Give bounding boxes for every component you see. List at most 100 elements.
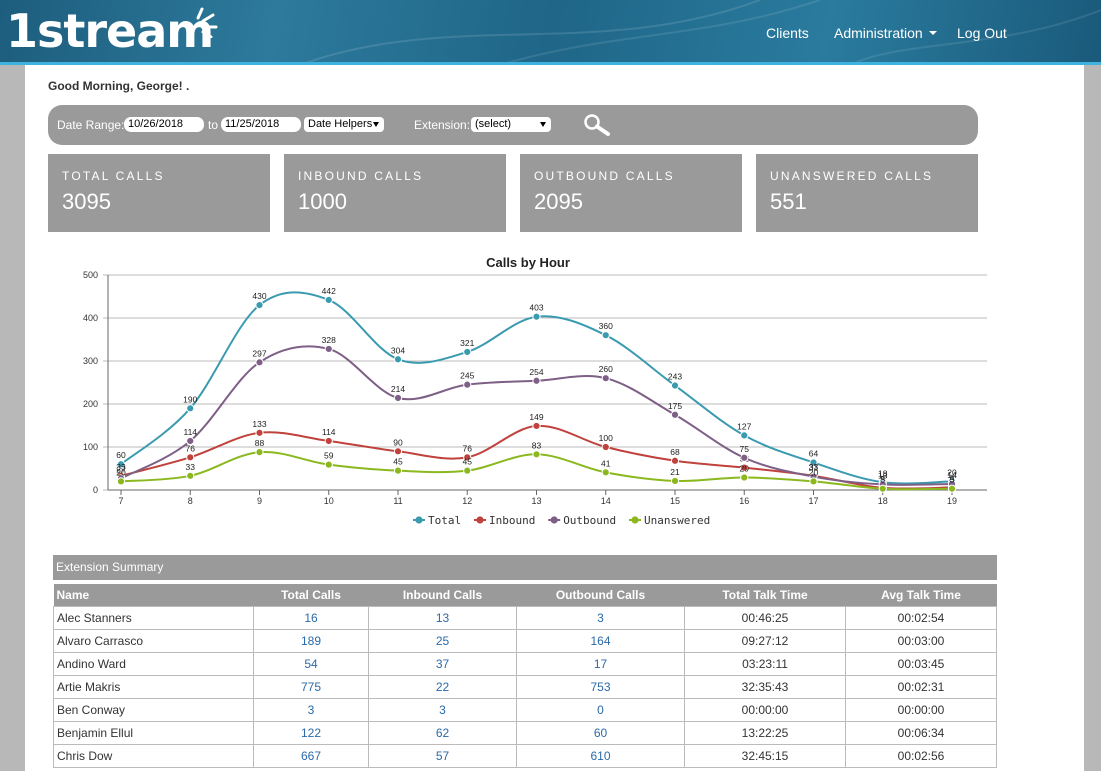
- data-point: [463, 380, 472, 389]
- total-talk-time-cell: 13:22:25: [684, 720, 846, 745]
- data-label: 59: [324, 451, 334, 461]
- total-calls-link[interactable]: 189: [253, 628, 369, 653]
- column-header[interactable]: Inbound Calls: [368, 584, 517, 606]
- data-point: [324, 460, 333, 469]
- legend-label: Inbound: [489, 514, 535, 527]
- outbound-calls-link[interactable]: 17: [516, 651, 685, 676]
- column-header[interactable]: Avg Talk Time: [845, 584, 997, 606]
- data-label: 20: [809, 467, 819, 477]
- to-label: to: [208, 118, 219, 132]
- data-point: [393, 355, 403, 364]
- column-header[interactable]: Name: [53, 584, 254, 606]
- extension-select[interactable]: (select): [471, 117, 551, 132]
- data-point: [809, 458, 818, 467]
- data-point: [601, 331, 610, 340]
- inbound-calls-link[interactable]: 22: [368, 674, 517, 699]
- data-point: [255, 358, 264, 367]
- data-label: 175: [668, 401, 682, 411]
- stat-label: TOTAL CALLS: [62, 169, 165, 183]
- outbound-calls-link[interactable]: 610: [516, 743, 685, 768]
- data-point: [670, 410, 680, 419]
- data-point: [532, 421, 541, 431]
- data-point: [186, 404, 195, 413]
- inbound-calls-link[interactable]: 3: [368, 697, 517, 722]
- data-label: 442: [322, 286, 336, 296]
- y-tick-label: 0: [93, 485, 98, 495]
- data-label: 33: [116, 462, 126, 472]
- data-point: [324, 295, 333, 305]
- data-point: [255, 428, 264, 437]
- data-point: [670, 456, 680, 465]
- total-calls-link[interactable]: 667: [253, 743, 369, 768]
- table-row: Alvaro Carrasco 189 25 164 09:27:12 00:03:00: [53, 628, 997, 653]
- data-label: 45: [393, 457, 403, 467]
- inbound-calls-link[interactable]: 37: [368, 651, 517, 676]
- filter-bar: Date Range: 10/26/2018 to 11/25/2018 Dat…: [48, 105, 978, 145]
- total-calls-link[interactable]: 122: [253, 720, 369, 745]
- outbound-calls-link[interactable]: 0: [516, 697, 685, 722]
- stat-value: 3095: [62, 189, 111, 214]
- stat-card-inbound: INBOUND CALLS 1000: [284, 154, 506, 232]
- data-point: [116, 460, 126, 469]
- total-calls-link[interactable]: 54: [253, 651, 369, 676]
- nav-clients[interactable]: Clients: [766, 24, 809, 41]
- end-date-input[interactable]: 11/25/2018: [221, 117, 301, 132]
- avg-talk-time-cell: 00:02:31: [845, 674, 997, 699]
- top-navbar: 1stream Clients Administration Log Out: [0, 0, 1101, 65]
- data-point: [186, 436, 195, 446]
- date-range-label: Date Range:: [57, 118, 125, 132]
- total-calls-link[interactable]: 16: [253, 605, 369, 630]
- extension-value: (select): [475, 118, 512, 130]
- search-icon[interactable]: [583, 113, 611, 137]
- x-tick-label: 14: [601, 496, 611, 506]
- data-label: 14: [947, 470, 957, 480]
- inbound-calls-link[interactable]: 13: [368, 605, 517, 630]
- data-point: [393, 393, 403, 403]
- data-point: [947, 484, 957, 493]
- x-tick-label: 18: [878, 496, 888, 506]
- column-header[interactable]: Total Calls: [253, 584, 369, 606]
- data-label: 403: [529, 303, 543, 313]
- data-point: [116, 477, 126, 486]
- outbound-calls-link[interactable]: 164: [516, 628, 685, 653]
- data-label: 18: [878, 468, 888, 478]
- inbound-calls-link[interactable]: 25: [368, 628, 517, 653]
- total-talk-time-cell: 00:00:00: [684, 697, 846, 722]
- total-talk-time-cell: 32:45:15: [684, 743, 846, 768]
- data-label: 245: [460, 371, 474, 381]
- extension-name-cell: Artie Makris: [53, 674, 254, 699]
- data-point: [740, 431, 749, 440]
- data-label: 6: [950, 473, 955, 483]
- extension-name-cell: Alec Stanners: [53, 605, 254, 630]
- data-label: 45: [463, 457, 473, 467]
- chart-title: Calls by Hour: [486, 255, 570, 270]
- outbound-calls-link[interactable]: 3: [516, 605, 685, 630]
- data-point: [601, 442, 610, 452]
- data-point: [601, 468, 610, 477]
- column-header[interactable]: Outbound Calls: [516, 584, 685, 606]
- data-label: 76: [463, 443, 473, 453]
- inbound-calls-link[interactable]: 62: [368, 720, 517, 745]
- total-calls-link[interactable]: 775: [253, 674, 369, 699]
- outbound-calls-link[interactable]: 60: [516, 720, 685, 745]
- data-label: 20: [947, 467, 957, 477]
- outbound-calls-link[interactable]: 753: [516, 674, 685, 699]
- table-row: Benjamin Ellul 122 62 60 13:22:25 00:06:34: [53, 720, 997, 745]
- logo-burst-icon: [196, 7, 218, 38]
- dropdown-arrow-icon: [373, 122, 379, 127]
- x-tick-label: 11: [393, 496, 402, 506]
- data-label: 321: [460, 338, 474, 348]
- nav-logout[interactable]: Log Out: [957, 24, 1007, 41]
- start-date-input[interactable]: 10/26/2018: [124, 117, 204, 132]
- total-calls-link[interactable]: 3: [253, 697, 369, 722]
- data-label: 214: [391, 384, 405, 394]
- extension-name-cell: Ben Conway: [53, 697, 254, 722]
- date-helpers-select[interactable]: Date Helpers: [304, 117, 384, 132]
- app-logo[interactable]: 1stream: [6, 4, 214, 58]
- inbound-calls-link[interactable]: 57: [368, 743, 517, 768]
- nav-administration[interactable]: Administration: [834, 0, 937, 62]
- data-label: 3: [950, 475, 955, 485]
- table-row: Andino Ward 54 37 17 03:23:11 00:03:45: [53, 651, 997, 676]
- column-header[interactable]: Total Talk Time: [684, 584, 846, 606]
- y-tick-label: 100: [83, 442, 98, 452]
